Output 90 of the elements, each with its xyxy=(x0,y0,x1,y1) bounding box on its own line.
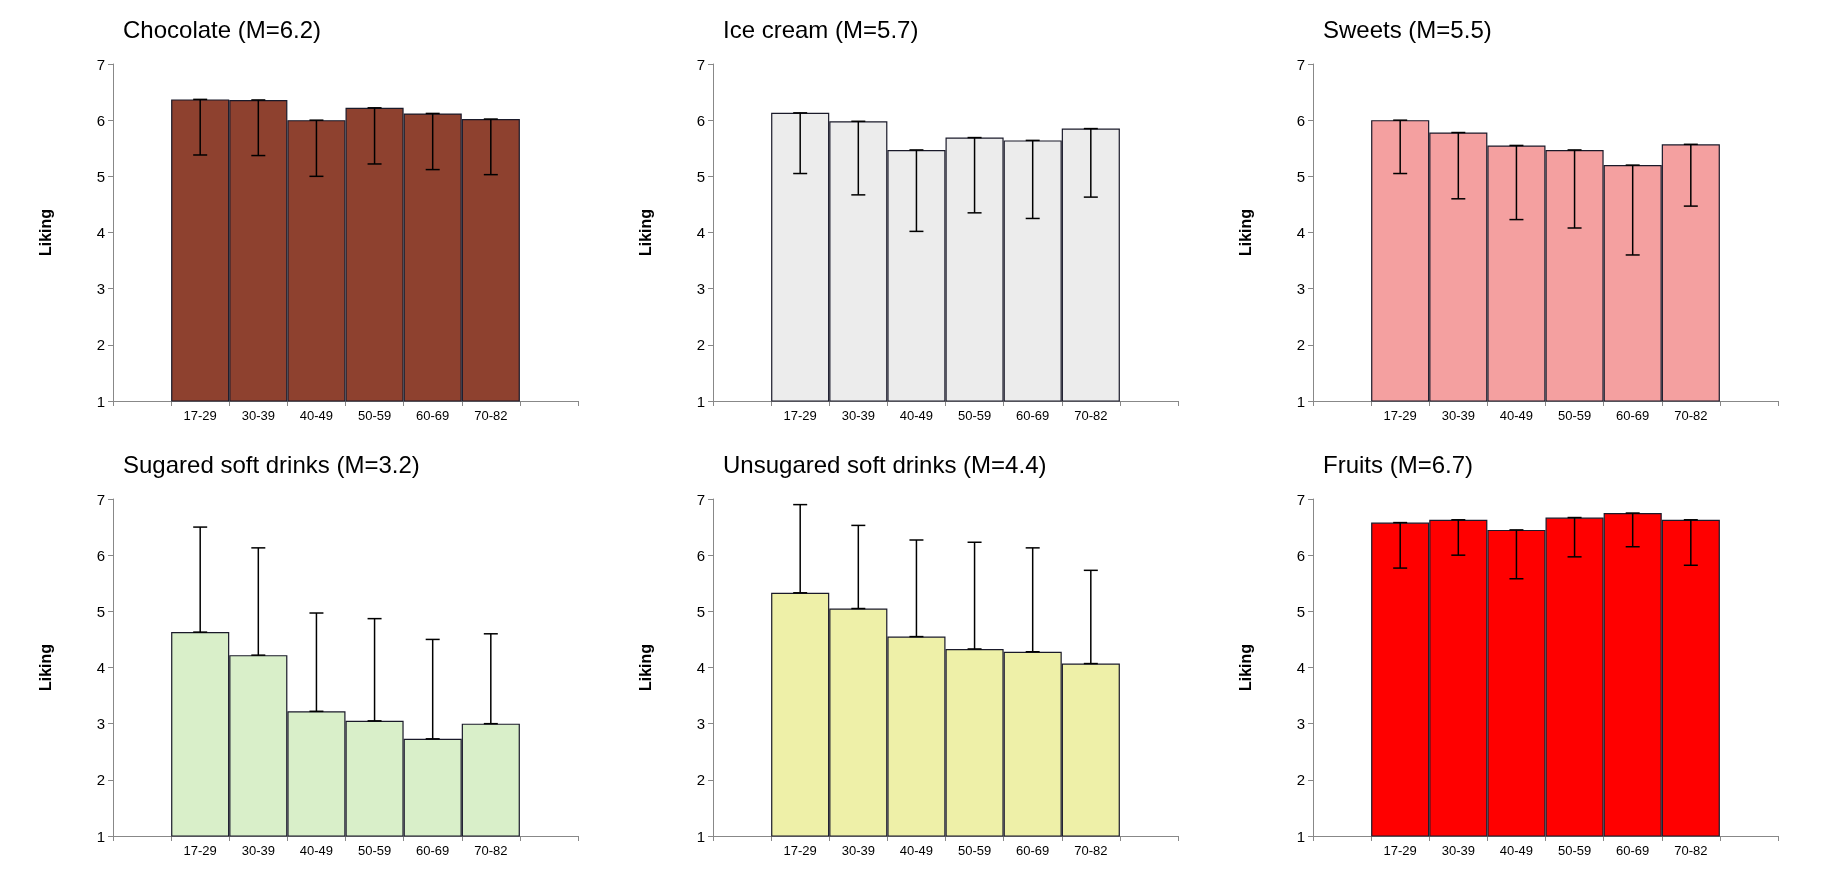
chart-title: Fruits (M=6.7) xyxy=(1323,450,1474,478)
x-tick-label: 60-69 xyxy=(1016,408,1050,423)
x-tick-label: 70-82 xyxy=(1674,843,1708,858)
chart-title: Chocolate (M=6.2) xyxy=(123,15,322,43)
x-tick-label: 50-59 xyxy=(957,408,992,423)
x-tick-label: 60-69 xyxy=(416,843,450,858)
y-tick-label: 4 xyxy=(1296,224,1305,241)
x-tick-label: 60-69 xyxy=(1616,408,1650,423)
y-tick-label: 5 xyxy=(96,167,105,185)
y-tick-label: 2 xyxy=(96,336,105,354)
chart-title: Sweets (M=5.5) xyxy=(1323,15,1492,43)
x-tick-label: 40-49 xyxy=(299,408,334,423)
y-tick-label: 2 xyxy=(1296,771,1305,789)
x-tick-label: 17-29 xyxy=(1383,408,1417,423)
y-tick-label: 2 xyxy=(96,771,105,789)
y-tick-label: 6 xyxy=(96,111,105,129)
x-tick-label: 50-59 xyxy=(357,843,392,858)
x-tick-label: 30-39 xyxy=(841,408,875,423)
chart-title: Sugared soft drinks (M=3.2) xyxy=(123,450,420,478)
y-tick-label: 4 xyxy=(1296,659,1305,676)
y-tick-label: 2 xyxy=(696,336,705,354)
y-tick-label: 7 xyxy=(1296,55,1305,73)
y-tick-label: 1 xyxy=(1296,392,1305,410)
y-tick-label: 4 xyxy=(696,659,705,676)
x-tick-label: 70-82 xyxy=(1074,843,1108,858)
y-tick-label: 2 xyxy=(1296,336,1305,354)
x-tick-label: 30-39 xyxy=(1441,843,1475,858)
y-tick-label: 5 xyxy=(1296,602,1305,620)
y-tick-label: 1 xyxy=(1296,827,1305,845)
y-tick-label: 5 xyxy=(96,602,105,620)
y-tick-label: 1 xyxy=(696,827,705,845)
y-tick-label: 4 xyxy=(696,224,705,241)
y-tick-label: 5 xyxy=(696,167,705,185)
y-tick-label: 5 xyxy=(696,602,705,620)
x-tick-label: 17-29 xyxy=(783,843,817,858)
y-tick-label: 4 xyxy=(96,659,105,676)
y-tick-label: 3 xyxy=(96,280,105,298)
y-tick-label: 3 xyxy=(1296,280,1305,298)
y-axis-title: Liking xyxy=(36,643,54,692)
y-tick-label: 3 xyxy=(696,715,705,733)
x-tick-label: 40-49 xyxy=(1499,408,1534,423)
y-tick-label: 3 xyxy=(696,280,705,298)
y-tick-label: 2 xyxy=(696,771,705,789)
x-tick-label: 17-29 xyxy=(183,408,217,423)
y-tick-label: 3 xyxy=(1296,715,1305,733)
x-tick-label: 30-39 xyxy=(841,843,875,858)
chart-title: Ice cream (M=5.7) xyxy=(723,15,919,43)
x-tick-label: 50-59 xyxy=(357,408,392,423)
x-tick-label: 60-69 xyxy=(416,408,450,423)
x-tick-label: 30-39 xyxy=(241,408,275,423)
x-tick-label: 70-82 xyxy=(1674,408,1708,423)
y-axis-title: Liking xyxy=(636,643,654,692)
y-tick-label: 6 xyxy=(96,546,105,564)
y-tick-label: 1 xyxy=(96,392,105,410)
x-tick-label: 17-29 xyxy=(183,843,217,858)
x-tick-label: 50-59 xyxy=(1557,843,1592,858)
y-tick-label: 4 xyxy=(96,224,105,241)
y-tick-label: 7 xyxy=(696,490,705,508)
y-tick-label: 1 xyxy=(696,392,705,410)
y-tick-label: 1 xyxy=(96,827,105,845)
y-tick-label: 6 xyxy=(1296,546,1305,564)
y-tick-label: 7 xyxy=(96,55,105,73)
y-tick-label: 6 xyxy=(696,546,705,564)
y-tick-label: 7 xyxy=(96,490,105,508)
y-axis-title: Liking xyxy=(36,208,54,257)
x-tick-label: 60-69 xyxy=(1616,843,1650,858)
x-tick-label: 17-29 xyxy=(783,408,817,423)
x-tick-label: 30-39 xyxy=(1441,408,1475,423)
x-tick-label: 40-49 xyxy=(899,408,934,423)
x-tick-label: 50-59 xyxy=(957,843,992,858)
y-axis-title: Liking xyxy=(636,208,654,257)
chart-title: Unsugared soft drinks (M=4.4) xyxy=(723,450,1047,478)
y-tick-label: 6 xyxy=(696,111,705,129)
x-tick-label: 30-39 xyxy=(241,843,275,858)
x-tick-label: 40-49 xyxy=(1499,843,1534,858)
y-tick-label: 5 xyxy=(1296,167,1305,185)
x-tick-label: 40-49 xyxy=(899,843,934,858)
x-tick-label: 70-82 xyxy=(474,408,508,423)
y-axis-title: Liking xyxy=(1236,643,1254,692)
y-tick-label: 3 xyxy=(96,715,105,733)
y-tick-label: 7 xyxy=(1296,490,1305,508)
x-tick-label: 50-59 xyxy=(1557,408,1592,423)
x-tick-label: 17-29 xyxy=(1383,843,1417,858)
x-tick-label: 70-82 xyxy=(474,843,508,858)
x-tick-label: 40-49 xyxy=(299,843,334,858)
x-tick-label: 60-69 xyxy=(1016,843,1050,858)
y-tick-label: 6 xyxy=(1296,111,1305,129)
x-tick-label: 70-82 xyxy=(1074,408,1108,423)
y-tick-label: 7 xyxy=(696,55,705,73)
y-axis-title: Liking xyxy=(1236,208,1254,257)
